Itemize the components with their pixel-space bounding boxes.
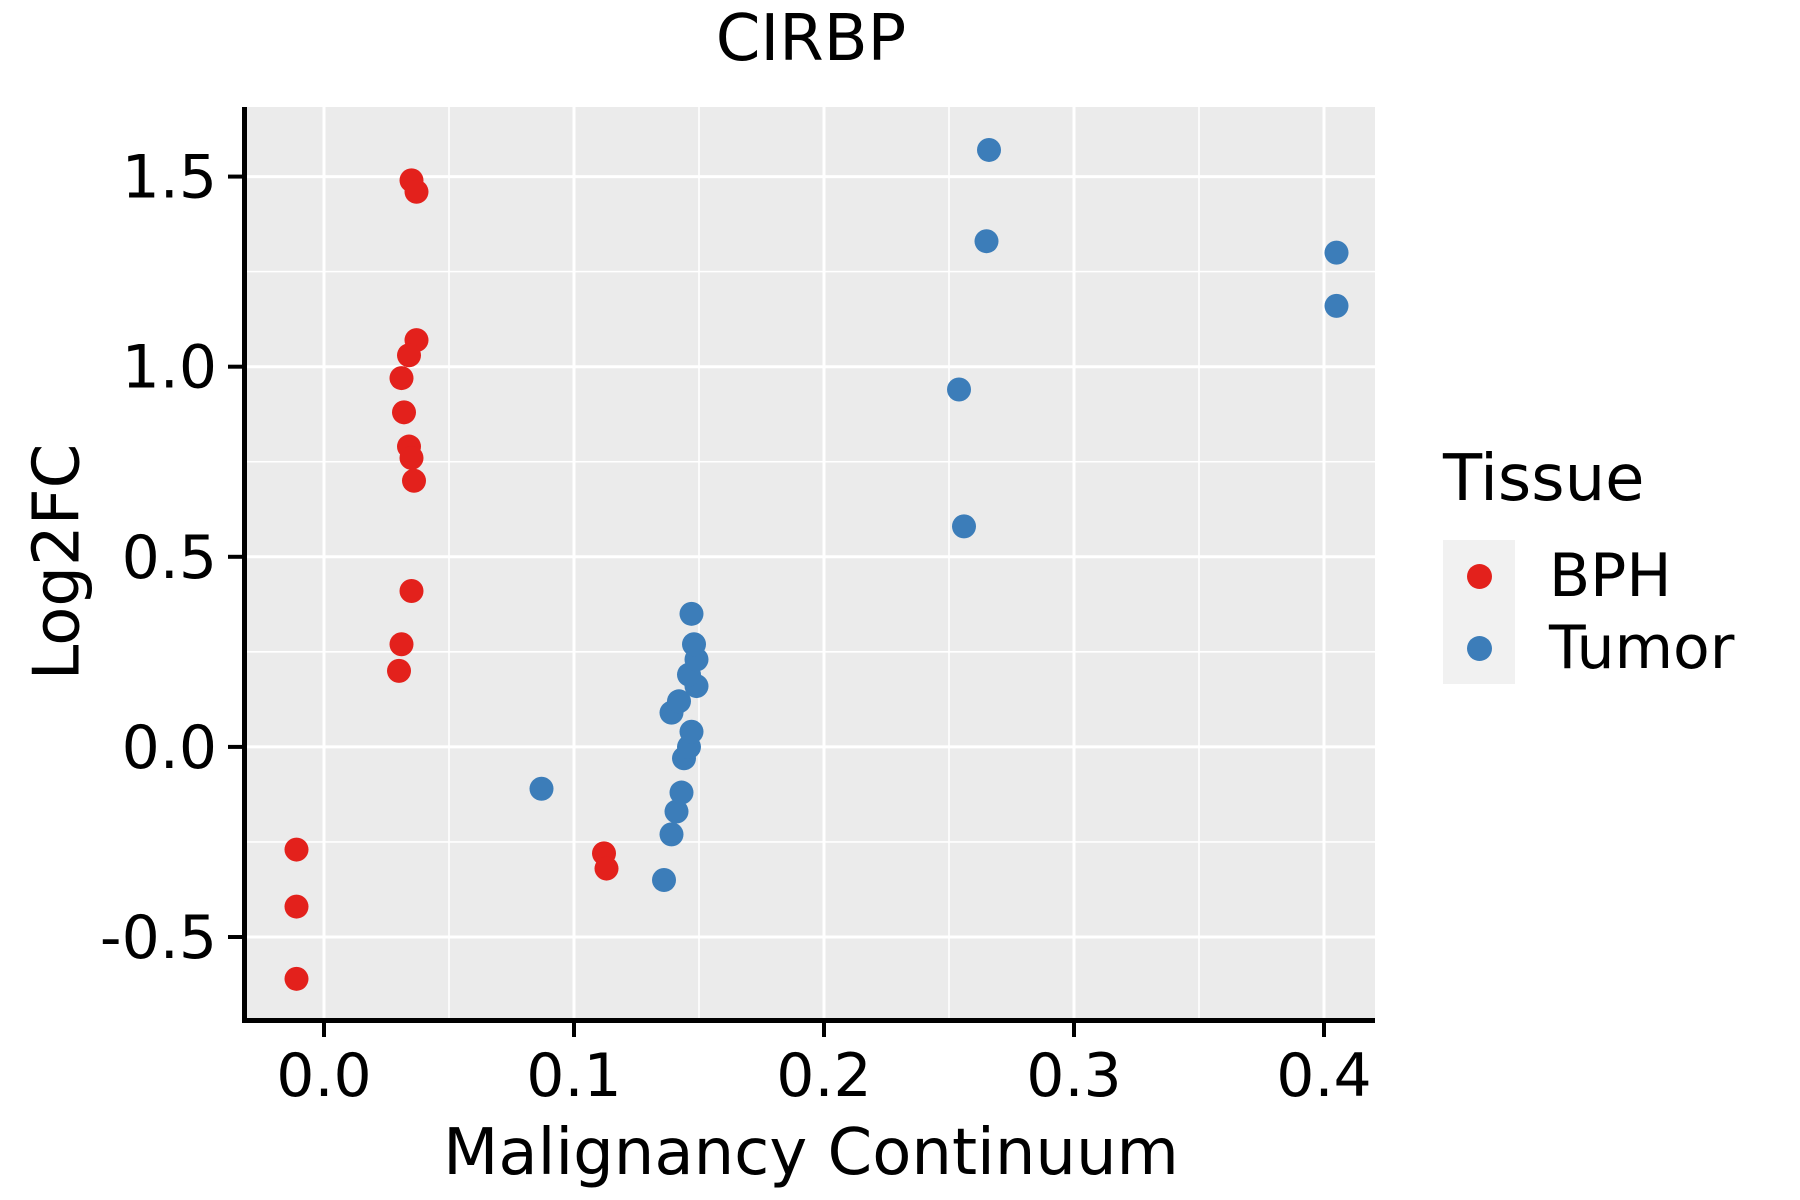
data-point-tumor [664, 799, 689, 824]
data-point-tumor [667, 689, 691, 714]
data-point-tumor [529, 776, 554, 801]
data-point-bph [389, 632, 414, 657]
data-point-bph [402, 468, 426, 493]
legend-key-box [1443, 540, 1515, 612]
chart-title: CIRBP [715, 2, 907, 76]
data-point-bph [399, 445, 424, 470]
y-tick-label: -0.5 [100, 903, 217, 973]
data-point-bph [397, 343, 421, 368]
data-point-tumor [974, 229, 999, 254]
data-point-bph [404, 179, 429, 204]
y-tick-label: 0.5 [122, 523, 217, 593]
data-point-tumor [659, 822, 684, 847]
data-point-bph [284, 837, 309, 862]
x-axis-title: Malignancy Continuum [443, 1116, 1179, 1190]
y-tick-label: 1.5 [122, 143, 217, 213]
legend-entry-bph: BPH [1443, 540, 1734, 612]
legend-dot-bph [1466, 563, 1492, 589]
data-point-tumor [679, 719, 704, 744]
legend-keys: BPH Tumor [1443, 540, 1734, 684]
data-point-tumor [1324, 240, 1349, 265]
data-point-tumor [952, 514, 976, 539]
y-tick-label: 0.0 [122, 713, 217, 783]
x-tick-label: 0.1 [526, 1041, 621, 1111]
data-point-bph [594, 856, 619, 881]
data-point-tumor [977, 137, 1001, 162]
x-tick-label: 0.3 [1026, 1041, 1121, 1111]
legend-key-box [1443, 612, 1515, 684]
x-tick-label: 0.2 [776, 1041, 871, 1111]
legend-label-tumor: Tumor [1549, 613, 1735, 683]
data-point-bph [387, 658, 411, 683]
x-tick-label: 0.0 [276, 1041, 371, 1111]
data-point-tumor [652, 867, 676, 892]
data-point-bph [284, 894, 309, 919]
data-point-tumor [679, 601, 704, 626]
y-axis-title: Log2FC [20, 443, 95, 681]
legend-entry-tumor: Tumor [1443, 612, 1734, 684]
data-point-bph [284, 966, 309, 991]
legend-label-bph: BPH [1549, 541, 1672, 611]
data-point-bph [392, 400, 416, 425]
data-point-tumor [947, 377, 971, 402]
panel-background [247, 107, 1375, 1018]
data-point-tumor [682, 632, 706, 657]
data-point-tumor [669, 780, 694, 805]
axis-lines [242, 107, 1375, 1023]
data-point-tumor [1324, 293, 1349, 318]
legend-dot-tumor [1466, 635, 1492, 661]
data-point-bph [399, 579, 424, 604]
legend-title: Tissue [1443, 442, 1645, 516]
legend: Tissue BPH Tumor [1443, 442, 1734, 684]
data-point-bph [389, 366, 414, 391]
x-tick-label: 0.4 [1276, 1041, 1371, 1111]
y-tick-label: 1.0 [122, 333, 217, 403]
